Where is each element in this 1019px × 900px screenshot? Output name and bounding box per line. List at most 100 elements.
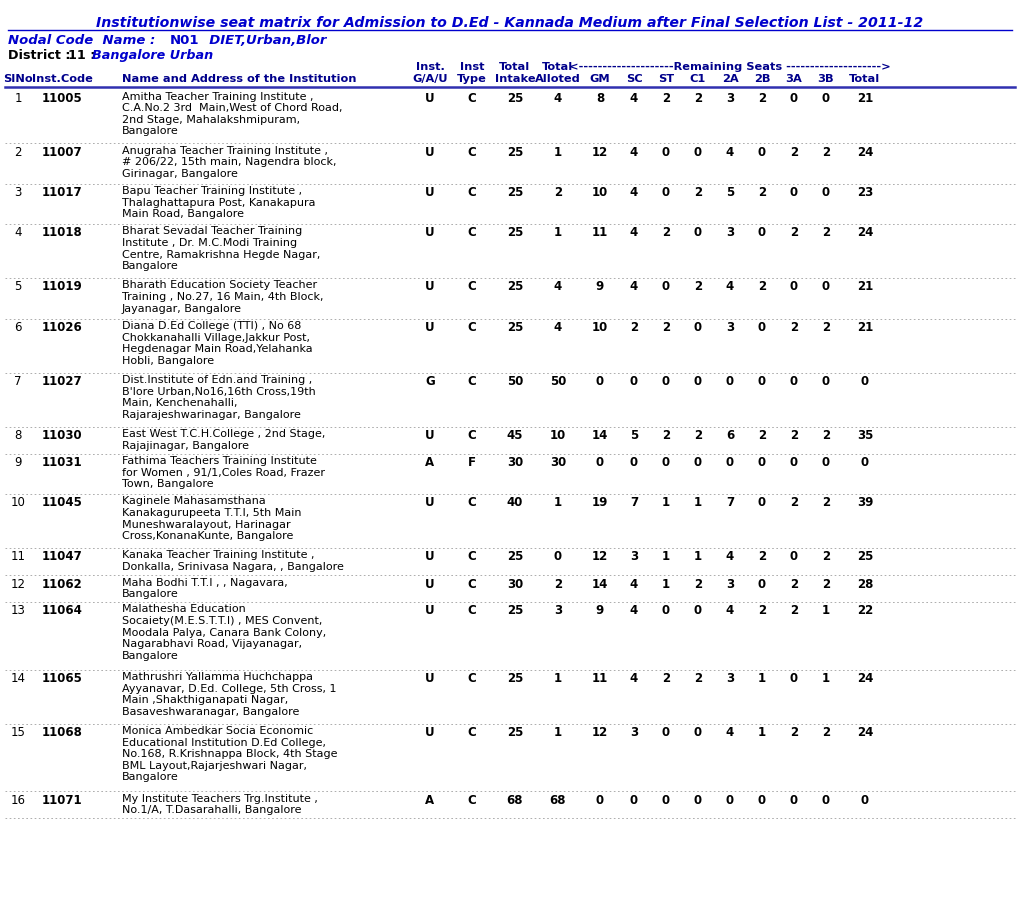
Text: 19: 19: [591, 497, 607, 509]
Text: C: C: [467, 92, 476, 104]
Text: DIET,Urban,Blor: DIET,Urban,Blor: [200, 34, 326, 47]
Text: 0: 0: [821, 92, 829, 104]
Text: Malathesha Education
Socaiety(M.E.S.T.T.I) , MES Convent,
Moodala Palya, Canara : Malathesha Education Socaiety(M.E.S.T.T.…: [122, 605, 326, 661]
Text: C: C: [467, 281, 476, 293]
Text: 25: 25: [506, 146, 523, 158]
Text: G: G: [425, 375, 434, 388]
Text: 23: 23: [856, 186, 872, 199]
Text: 11017: 11017: [42, 186, 83, 199]
Text: 1: 1: [693, 497, 701, 509]
Text: 4: 4: [726, 726, 734, 739]
Text: 0: 0: [661, 456, 669, 469]
Text: 4: 4: [553, 321, 561, 334]
Text: U: U: [425, 321, 434, 334]
Text: U: U: [425, 92, 434, 104]
Text: Institutionwise seat matrix for Admission to D.Ed - Kannada Medium after Final S: Institutionwise seat matrix for Admissio…: [96, 16, 923, 30]
Text: A: A: [425, 794, 434, 806]
Text: 0: 0: [693, 605, 701, 617]
Text: 0: 0: [630, 794, 638, 806]
Text: Bharath Education Society Teacher
Training , No.27, 16 Main, 4th Block,
Jayanaga: Bharath Education Society Teacher Traini…: [122, 281, 323, 314]
Text: 2: 2: [789, 146, 797, 158]
Text: 2: 2: [757, 551, 765, 563]
Text: 0: 0: [757, 146, 765, 158]
Text: 2: 2: [661, 92, 669, 104]
Text: 0: 0: [661, 605, 669, 617]
Text: 11071: 11071: [42, 794, 83, 806]
Text: 14: 14: [10, 672, 25, 685]
Text: 11: 11: [10, 551, 25, 563]
Text: 3: 3: [726, 227, 734, 239]
Text: C: C: [467, 497, 476, 509]
Text: 2: 2: [757, 281, 765, 293]
Text: Inst.: Inst.: [415, 62, 444, 72]
Text: 4: 4: [726, 281, 734, 293]
Text: 30: 30: [506, 456, 523, 469]
Text: 11026: 11026: [42, 321, 83, 334]
Text: 22: 22: [856, 605, 872, 617]
Text: 0: 0: [860, 375, 868, 388]
Text: 11: 11: [591, 672, 607, 685]
Text: 50: 50: [506, 375, 523, 388]
Text: 1: 1: [553, 672, 561, 685]
Text: 11007: 11007: [42, 146, 83, 158]
Text: 2: 2: [789, 497, 797, 509]
Text: 11064: 11064: [42, 605, 83, 617]
Text: 12: 12: [591, 726, 607, 739]
Text: 0: 0: [789, 672, 797, 685]
Text: 1: 1: [553, 497, 561, 509]
Text: 0: 0: [693, 456, 701, 469]
Text: 1: 1: [821, 605, 829, 617]
Text: 2: 2: [630, 321, 638, 334]
Text: 0: 0: [757, 321, 765, 334]
Text: 9: 9: [595, 605, 603, 617]
Text: 2: 2: [553, 578, 561, 590]
Text: 0: 0: [789, 186, 797, 199]
Text: 15: 15: [10, 726, 25, 739]
Text: Bangalore Urban: Bangalore Urban: [92, 49, 213, 62]
Text: 10: 10: [10, 497, 25, 509]
Text: 25: 25: [506, 281, 523, 293]
Text: 11031: 11031: [42, 456, 83, 469]
Text: 4: 4: [630, 186, 638, 199]
Text: 2: 2: [821, 146, 829, 158]
Text: 0: 0: [661, 794, 669, 806]
Text: 1: 1: [661, 551, 669, 563]
Text: 21: 21: [856, 321, 872, 334]
Text: Nodal Code  Name :: Nodal Code Name :: [8, 34, 160, 47]
Text: 0: 0: [693, 146, 701, 158]
Text: Fathima Teachers Training Institute
for Women , 91/1,Coles Road, Frazer
Town, Ba: Fathima Teachers Training Institute for …: [122, 456, 325, 490]
Text: 4: 4: [553, 92, 561, 104]
Text: 0: 0: [726, 375, 734, 388]
Text: 8: 8: [14, 429, 21, 442]
Text: C: C: [467, 794, 476, 806]
Text: 0: 0: [661, 281, 669, 293]
Text: 4: 4: [726, 605, 734, 617]
Text: 0: 0: [595, 456, 603, 469]
Text: 9: 9: [14, 456, 21, 469]
Text: 3: 3: [726, 321, 734, 334]
Text: C: C: [467, 605, 476, 617]
Text: 0: 0: [821, 794, 829, 806]
Text: 39: 39: [856, 497, 872, 509]
Text: 68: 68: [506, 794, 523, 806]
Text: East West T.C.H.College , 2nd Stage,
Rajajinagar, Bangalore: East West T.C.H.College , 2nd Stage, Raj…: [122, 429, 325, 451]
Text: 2: 2: [693, 578, 701, 590]
Text: U: U: [425, 551, 434, 563]
Text: 0: 0: [821, 375, 829, 388]
Text: 11005: 11005: [42, 92, 83, 104]
Text: 2: 2: [789, 227, 797, 239]
Text: 4: 4: [630, 578, 638, 590]
Text: 4: 4: [630, 227, 638, 239]
Text: Inst: Inst: [460, 62, 484, 72]
Text: U: U: [425, 672, 434, 685]
Text: 11065: 11065: [42, 672, 83, 685]
Text: 7: 7: [14, 375, 21, 388]
Text: 0: 0: [789, 456, 797, 469]
Text: 2: 2: [661, 672, 669, 685]
Text: 25: 25: [506, 186, 523, 199]
Text: 4: 4: [630, 281, 638, 293]
Text: 2: 2: [789, 726, 797, 739]
Text: Type: Type: [457, 74, 486, 84]
Text: 11: 11: [591, 227, 607, 239]
Text: Total: Total: [849, 74, 879, 84]
